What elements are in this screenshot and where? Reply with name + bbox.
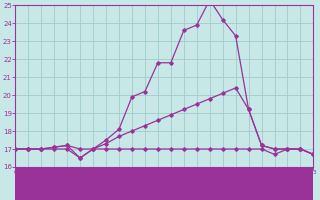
X-axis label: Windchill (Refroidissement éolien,°C): Windchill (Refroidissement éolien,°C) xyxy=(83,178,245,187)
